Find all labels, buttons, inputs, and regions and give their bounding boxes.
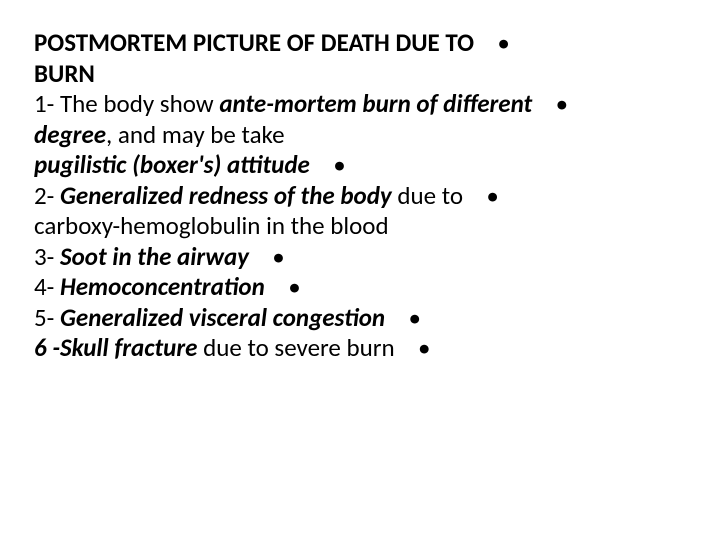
item-1-line-1: 1- The body show ante-mortem burn of dif… [34, 89, 686, 120]
title-line-2: BURN [34, 59, 686, 90]
title-part1: POSTMORTEM PICTURE OF DEATH DUE TO [34, 27, 474, 58]
item-5-pre: 5- [34, 302, 60, 333]
title-part2: BURN [34, 58, 95, 89]
bullet-icon: • [272, 242, 286, 273]
item-2-line-1: 2- Generalized redness of the body due t… [34, 181, 686, 212]
item-6-emph: 6 -Skull fracture [34, 332, 197, 363]
item-4-emph: Hemoconcentration [60, 271, 265, 302]
space [400, 332, 411, 363]
item-1-pre: 1- The body show [34, 88, 219, 119]
item-1-emph: ante-mortem burn of different [219, 88, 532, 119]
item-4-pre: 4- [34, 271, 60, 302]
item-2-post1: due to [392, 180, 463, 211]
space [480, 27, 491, 58]
item-6-line: 6 -Skull fracture due to severe burn • [34, 333, 686, 364]
item-1-emph-cont: degree [34, 119, 106, 150]
item-2-line-2: carboxy-hemoglobulin in the blood [34, 211, 686, 242]
item-1b-emph: pugilistic (boxer's) attitude [34, 149, 310, 180]
item-2-post2: carboxy-hemoglobulin in the blood [34, 210, 389, 241]
bullet-icon: • [408, 303, 422, 334]
bullet-icon: • [287, 272, 301, 303]
item-6-post: due to severe burn [197, 332, 394, 363]
slide: POSTMORTEM PICTURE OF DEATH DUE TO • BUR… [0, 0, 720, 540]
bullet-icon: • [555, 89, 569, 120]
item-1b-line: pugilistic (boxer's) attitude • [34, 150, 686, 181]
space [538, 88, 549, 119]
item-1-post: , and may be take [106, 119, 285, 150]
item-1-line-2: degree, and may be take [34, 120, 686, 151]
space [316, 149, 327, 180]
item-4-line: 4- Hemoconcentration • [34, 272, 686, 303]
item-3-pre: 3- [34, 241, 60, 272]
space [391, 302, 402, 333]
item-5-line: 5- Generalized visceral congestion • [34, 303, 686, 334]
bullet-icon: • [332, 150, 346, 181]
bullet-icon: • [417, 333, 431, 364]
bullet-icon: • [486, 181, 500, 212]
item-5-emph: Generalized visceral congestion [60, 302, 385, 333]
item-2-emph: Generalized redness of the body [60, 180, 392, 211]
space [469, 180, 480, 211]
space [270, 271, 281, 302]
item-3-line: 3- Soot in the airway • [34, 242, 686, 273]
item-3-emph: Soot in the airway [60, 241, 249, 272]
item-2-pre: 2- [34, 180, 60, 211]
space [255, 241, 266, 272]
title-line-1: POSTMORTEM PICTURE OF DEATH DUE TO • [34, 28, 686, 59]
bullet-icon: • [497, 28, 511, 59]
